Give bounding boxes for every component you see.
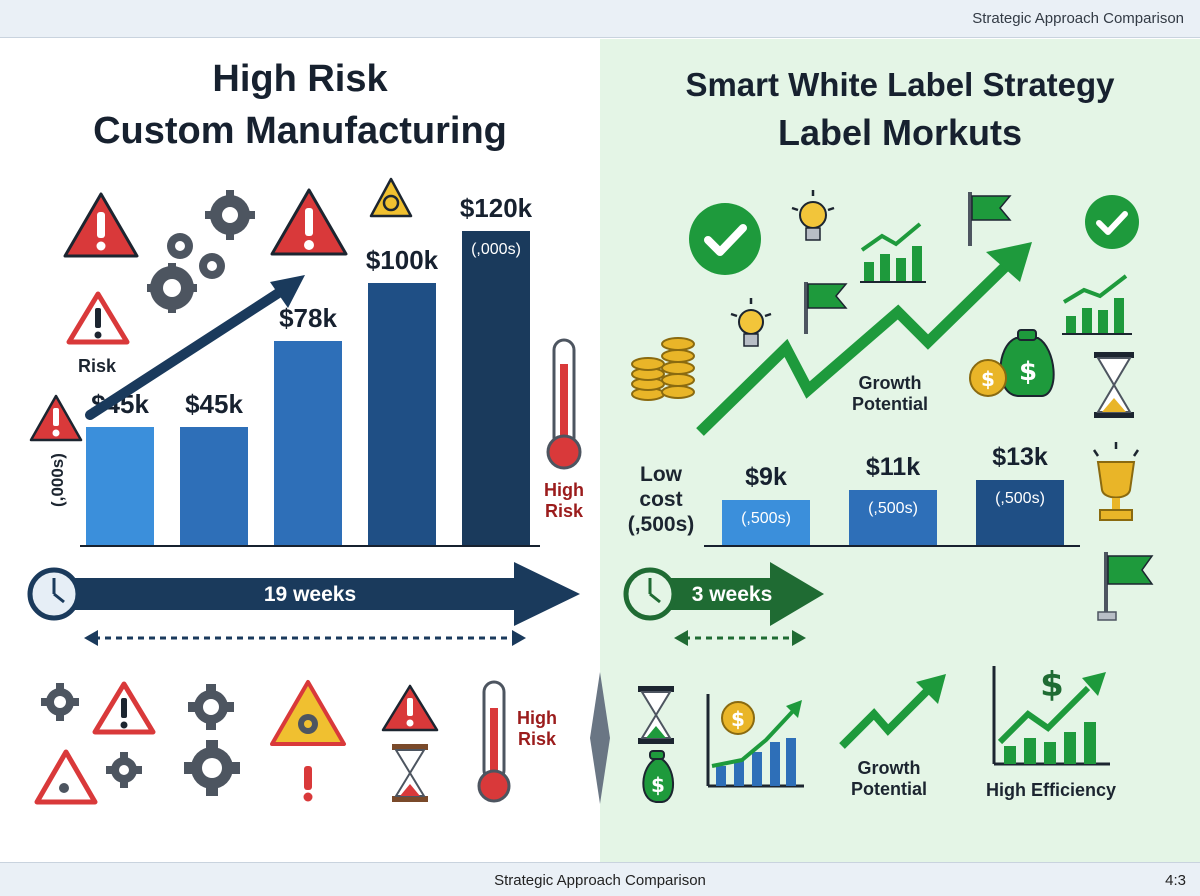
left-title-line2: Custom Manufacturing [0, 110, 600, 153]
warning-large-icon [268, 186, 350, 258]
exclamation-icon [298, 764, 318, 804]
right-chart-axis [704, 545, 1080, 547]
money-bag-icon: $ $ [966, 324, 1056, 400]
hazard-sign-icon [34, 748, 98, 806]
high-efficiency-label: High Efficiency [966, 780, 1136, 801]
right-title-line2: Label Morkuts [600, 112, 1200, 154]
hourglass-icon [1090, 350, 1138, 420]
left-title-line1: High Risk [0, 58, 600, 101]
flag-icon [1096, 548, 1160, 624]
chart-bar [86, 427, 154, 545]
warning-outline-icon [92, 680, 156, 736]
gear-icon [182, 738, 242, 798]
bar-value-label: $100k [348, 245, 456, 276]
svg-text:$: $ [731, 707, 745, 731]
bottom-bar: Strategic Approach Comparison 4:3 [0, 862, 1200, 896]
header-title: Strategic Approach Comparison [972, 10, 1184, 27]
gear-warning-icon [268, 678, 348, 748]
biohazard-icon [368, 176, 414, 220]
bar-value-label: $13k [956, 443, 1084, 472]
bar-growth-icon [1060, 268, 1136, 338]
svg-text:$: $ [981, 367, 995, 391]
money-bag-icon: $ [632, 748, 682, 804]
warning-icon [62, 190, 140, 260]
gear-icon [40, 682, 80, 722]
warning-small-icon [28, 392, 84, 444]
bar-value-label: $11k [829, 453, 957, 482]
flag-icon [964, 188, 1014, 248]
lightbulb-icon [726, 296, 776, 354]
svg-text:$: $ [1019, 357, 1037, 387]
revenue-chart-icon: $ [702, 690, 806, 794]
checkmark-icon [686, 200, 764, 278]
bottom-growth-potential-label: Growth Potential [836, 758, 942, 800]
coin-stack-icon [628, 330, 700, 402]
svg-text:$: $ [651, 773, 665, 797]
checkmark-icon [1082, 192, 1142, 252]
left-chart-axis [80, 545, 540, 547]
top-bar: Strategic Approach Comparison [0, 0, 1200, 38]
trophy-icon [1084, 440, 1148, 530]
bottom-high-risk-label: High Risk [504, 708, 570, 750]
lightbulb-icon [786, 188, 840, 248]
divider-diamond-icon [588, 670, 612, 806]
bar-unit-label: (,500s) [849, 500, 937, 518]
bar-unit-label: (,500s) [722, 510, 810, 528]
timeline-19-weeks-label: 19 weeks [200, 583, 420, 607]
timeline-3-weeks-label: 3 weeks [674, 583, 790, 607]
svg-text:$: $ [1040, 665, 1064, 705]
warning-icon [380, 682, 440, 734]
chart-bar [180, 427, 248, 545]
efficiency-chart-icon: $ [988, 662, 1114, 770]
flag-icon [798, 278, 854, 338]
footer-title: Strategic Approach Comparison [0, 872, 1200, 889]
duration-range-icon [80, 626, 530, 650]
hourglass-icon [388, 742, 432, 804]
right-title-line1: Smart White Label Strategy [600, 66, 1200, 104]
risk-label: Risk [62, 356, 132, 377]
bar-growth-icon [858, 216, 928, 286]
growth-potential-label: Growth Potential [838, 373, 942, 415]
left-unit-label: (,000s) [48, 440, 68, 520]
bar-value-label: $120k [442, 193, 550, 224]
gear-icon [186, 682, 236, 732]
bar-unit-label: (,500s) [976, 490, 1064, 508]
growth-arrow-icon [836, 670, 948, 754]
thermometer-icon [540, 336, 590, 472]
bar-value-label: $9k [702, 463, 830, 492]
chart-bar [462, 231, 530, 545]
high-risk-label: High Risk [530, 480, 598, 522]
chart-bar [368, 283, 436, 545]
low-cost-label: Low cost (,500s) [618, 462, 704, 537]
bar-unit-label: (,000s) [462, 241, 530, 259]
gear-icon [104, 750, 144, 790]
hourglass-icon [634, 684, 678, 746]
aspect-ratio: 4:3 [1165, 872, 1186, 889]
gears-icon [140, 188, 260, 318]
warning-outline-icon [66, 290, 130, 346]
duration-range-icon [670, 626, 810, 650]
